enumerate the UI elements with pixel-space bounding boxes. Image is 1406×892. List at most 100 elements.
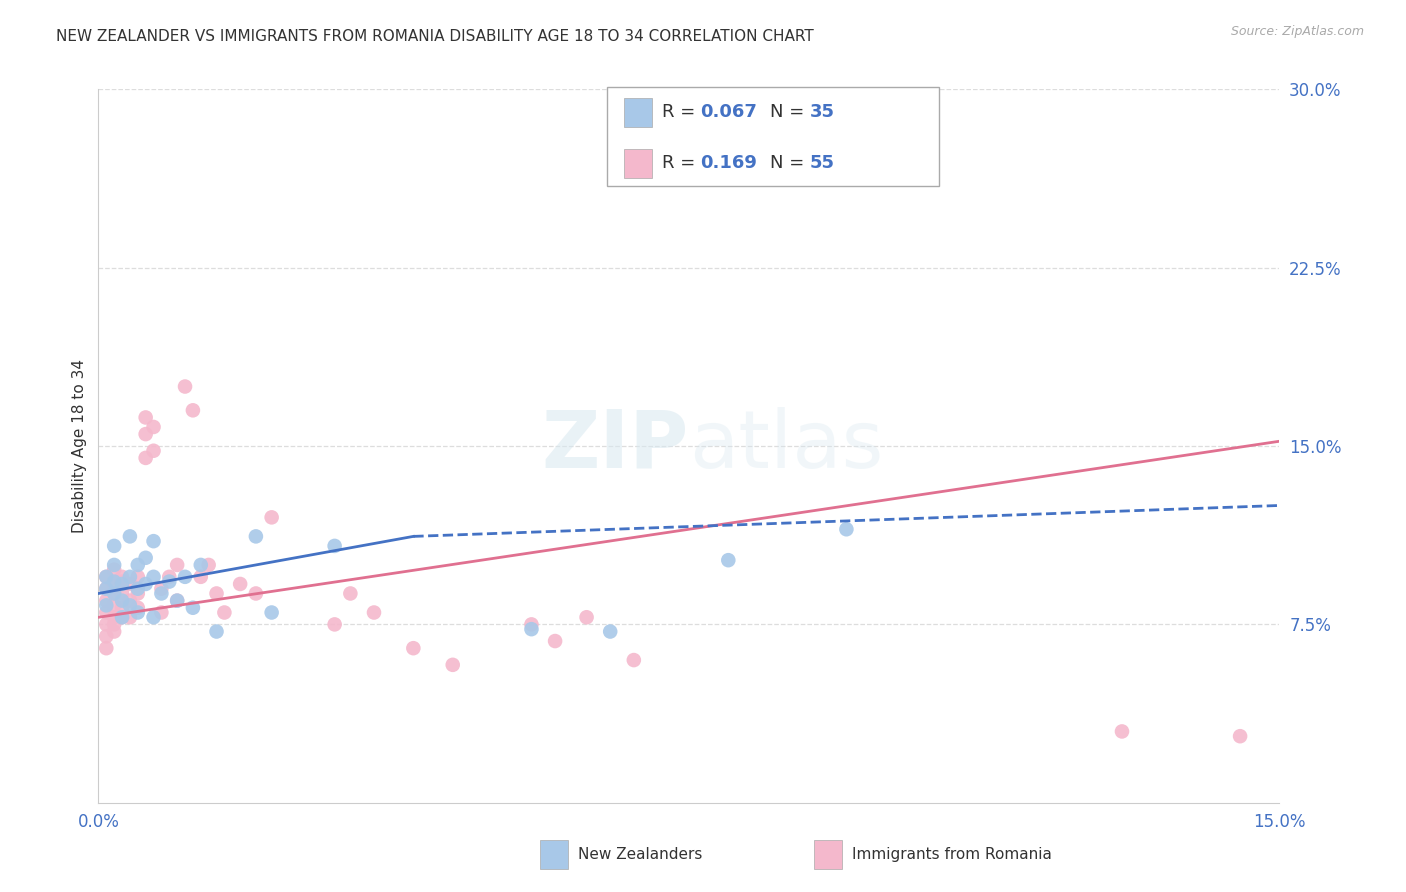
Point [111, 593, 134, 607]
Point [363, 606, 385, 620]
Point [135, 450, 157, 465]
Point [205, 624, 228, 639]
Text: 0.169: 0.169 [700, 154, 756, 172]
Point [623, 653, 645, 667]
Point [127, 600, 149, 615]
Text: Immigrants from Romania: Immigrants from Romania [852, 847, 1052, 862]
Point [96, 570, 118, 584]
Point [96, 599, 118, 613]
Point [520, 622, 543, 636]
Point [103, 563, 125, 577]
Point [599, 624, 621, 639]
Point [118, 529, 141, 543]
Point [835, 522, 858, 536]
Point [229, 577, 252, 591]
Point [441, 657, 464, 672]
Point [150, 586, 173, 600]
Point [111, 610, 134, 624]
Point [96, 641, 118, 656]
Point [127, 558, 149, 572]
Point [96, 617, 118, 632]
Text: 0.067: 0.067 [700, 103, 756, 121]
Text: R =: R = [662, 103, 696, 121]
Point [127, 586, 149, 600]
Point [142, 610, 165, 624]
Point [103, 624, 125, 639]
Text: R =: R = [662, 154, 696, 172]
Point [544, 634, 567, 648]
Point [103, 558, 125, 572]
Point [190, 570, 212, 584]
Point [157, 570, 180, 584]
Point [111, 610, 134, 624]
Point [166, 593, 188, 607]
Point [111, 586, 134, 600]
Point [214, 606, 236, 620]
Point [103, 599, 125, 613]
Point [142, 443, 165, 458]
Text: N =: N = [770, 103, 804, 121]
Point [111, 600, 134, 615]
Text: ZIP: ZIP [541, 407, 689, 485]
Point [323, 539, 346, 553]
Point [103, 610, 125, 624]
Y-axis label: Disability Age 18 to 34: Disability Age 18 to 34 [72, 359, 87, 533]
Point [190, 558, 212, 572]
Point [103, 539, 125, 553]
Point [127, 582, 149, 596]
Point [260, 606, 283, 620]
Point [245, 586, 267, 600]
Point [197, 558, 219, 572]
Point [135, 550, 157, 565]
Point [103, 617, 125, 632]
Point [166, 593, 188, 607]
Point [339, 586, 361, 600]
Point [118, 599, 141, 613]
Point [181, 600, 204, 615]
Point [205, 586, 228, 600]
Point [260, 510, 283, 524]
Point [96, 570, 118, 584]
Point [111, 577, 134, 591]
Text: N =: N = [770, 154, 804, 172]
Text: 55: 55 [810, 154, 835, 172]
Point [127, 606, 149, 620]
Point [127, 570, 149, 584]
Point [174, 570, 197, 584]
Point [142, 570, 165, 584]
Point [181, 403, 204, 417]
Point [96, 593, 118, 607]
Point [135, 577, 157, 591]
Point [402, 641, 425, 656]
Point [103, 586, 125, 600]
Text: Source: ZipAtlas.com: Source: ZipAtlas.com [1230, 25, 1364, 38]
Text: NEW ZEALANDER VS IMMIGRANTS FROM ROMANIA DISABILITY AGE 18 TO 34 CORRELATION CHA: NEW ZEALANDER VS IMMIGRANTS FROM ROMANIA… [56, 29, 814, 44]
Point [520, 617, 543, 632]
Point [323, 617, 346, 632]
Point [118, 570, 141, 584]
Point [150, 606, 173, 620]
Point [96, 606, 118, 620]
Point [103, 586, 125, 600]
Point [245, 529, 267, 543]
Point [111, 574, 134, 589]
Point [174, 379, 197, 393]
Text: New Zealanders: New Zealanders [578, 847, 702, 862]
Point [717, 553, 740, 567]
Point [135, 427, 157, 442]
Text: 35: 35 [810, 103, 835, 121]
Point [111, 570, 134, 584]
Point [96, 629, 118, 643]
Point [575, 610, 598, 624]
Point [103, 574, 125, 589]
Point [96, 582, 118, 596]
Point [103, 577, 125, 591]
Point [118, 593, 141, 607]
Point [1111, 724, 1133, 739]
Point [1229, 729, 1251, 743]
Point [135, 410, 157, 425]
Point [96, 582, 118, 596]
Point [150, 582, 173, 596]
Text: atlas: atlas [689, 407, 883, 485]
Point [166, 558, 188, 572]
